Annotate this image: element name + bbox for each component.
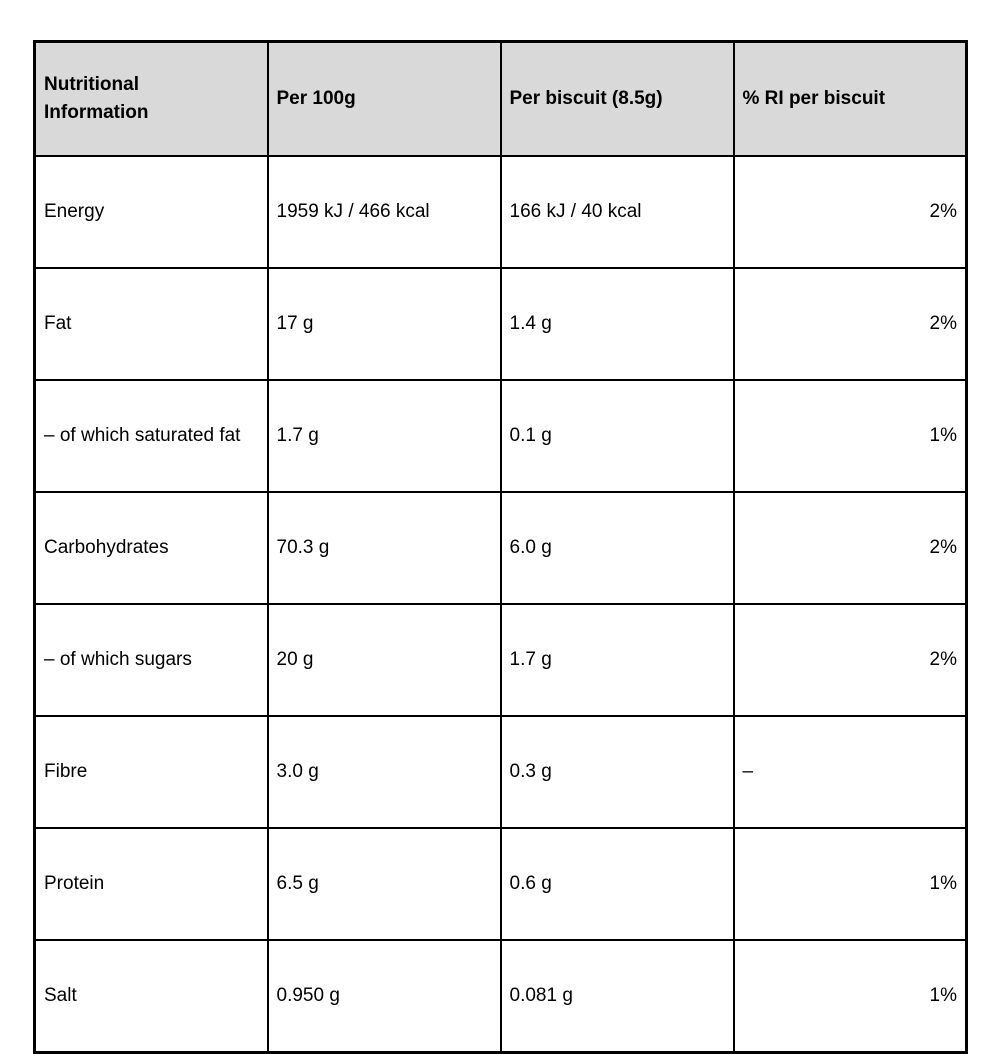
header-row: Nutritional Information Per 100g Per bis…	[33, 40, 968, 157]
per-100g-cell: 3.0 g	[266, 715, 502, 829]
table-header: Nutritional Information Per 100g Per bis…	[33, 40, 968, 157]
per-100g-cell: 20 g	[266, 603, 502, 717]
table-row-carbohydrates: Carbohydrates 70.3 g 6.0 g 2%	[33, 491, 968, 605]
nutrition-table-container: Nutritional Information Per 100g Per bis…	[33, 40, 968, 1054]
table-row-energy: Energy 1959 kJ / 466 kcal 166 kJ / 40 kc…	[33, 155, 968, 269]
table-row-protein: Protein 6.5 g 0.6 g 1%	[33, 827, 968, 941]
per-biscuit-cell: 1.4 g	[499, 267, 735, 381]
nutrient-name-cell: Fibre	[33, 715, 269, 829]
ri-per-biscuit-cell: 2%	[732, 603, 968, 717]
nutrient-name-cell: – of which sugars	[33, 603, 269, 717]
nutrient-name-cell: Carbohydrates	[33, 491, 269, 605]
header-nutritional-information-label: Nutritional Information	[44, 73, 149, 124]
nutrient-name-cell: Energy	[33, 155, 269, 269]
ri-per-biscuit-cell: 2%	[732, 267, 968, 381]
ri-per-biscuit-cell: 2%	[732, 155, 968, 269]
table-row-salt: Salt 0.950 g 0.081 g 1%	[33, 939, 968, 1054]
per-biscuit-cell: 1.7 g	[499, 603, 735, 717]
per-biscuit-cell: 0.3 g	[499, 715, 735, 829]
table-row-fat: Fat 17 g 1.4 g 2%	[33, 267, 968, 381]
nutrient-name-cell: Protein	[33, 827, 269, 941]
ri-per-biscuit-cell: 1%	[732, 939, 968, 1054]
nutrient-name-cell: Salt	[33, 939, 269, 1054]
table-row-saturated-fat: – of which saturated fat 1.7 g 0.1 g 1%	[33, 379, 968, 493]
header-nutritional-information: Nutritional Information	[33, 40, 269, 157]
ri-per-biscuit-cell: 1%	[732, 827, 968, 941]
per-100g-cell: 17 g	[266, 267, 502, 381]
header-per-biscuit: Per biscuit (8.5g)	[499, 40, 735, 157]
nutrient-name-cell: – of which saturated fat	[33, 379, 269, 493]
per-biscuit-cell: 166 kJ / 40 kcal	[499, 155, 735, 269]
per-biscuit-cell: 0.081 g	[499, 939, 735, 1054]
per-biscuit-cell: 6.0 g	[499, 491, 735, 605]
table-row-fibre: Fibre 3.0 g 0.3 g –	[33, 715, 968, 829]
table-row-sugars: – of which sugars 20 g 1.7 g 2%	[33, 603, 968, 717]
per-100g-cell: 1.7 g	[266, 379, 502, 493]
ri-per-biscuit-cell: 2%	[732, 491, 968, 605]
per-biscuit-cell: 0.6 g	[499, 827, 735, 941]
nutrition-table: Nutritional Information Per 100g Per bis…	[33, 40, 968, 1054]
table-body: Energy 1959 kJ / 466 kcal 166 kJ / 40 kc…	[33, 155, 968, 1054]
ri-per-biscuit-cell: 1%	[732, 379, 968, 493]
per-100g-cell: 6.5 g	[266, 827, 502, 941]
ri-per-biscuit-cell: –	[732, 715, 968, 829]
per-100g-cell: 1959 kJ / 466 kcal	[266, 155, 502, 269]
per-biscuit-cell: 0.1 g	[499, 379, 735, 493]
nutrient-name-cell: Fat	[33, 267, 269, 381]
header-per-100g: Per 100g	[266, 40, 502, 157]
header-ri-per-biscuit: % RI per biscuit	[732, 40, 968, 157]
per-100g-cell: 70.3 g	[266, 491, 502, 605]
per-100g-cell: 0.950 g	[266, 939, 502, 1054]
